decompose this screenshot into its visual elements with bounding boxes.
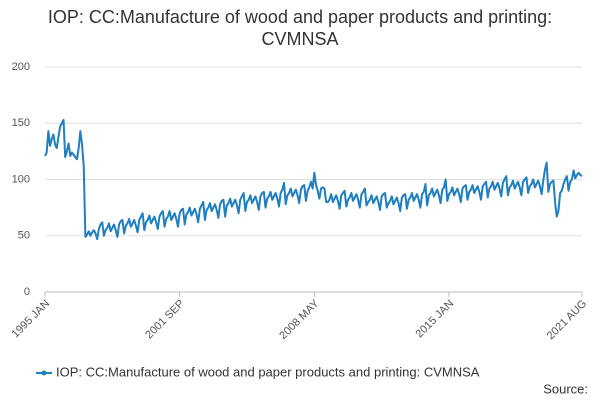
source: Source: (543, 381, 588, 396)
y-tick-label: 50 (18, 230, 30, 242)
y-tick-label: 200 (12, 61, 30, 73)
y-tick-label: 100 (12, 173, 30, 185)
legend-marker (41, 370, 47, 376)
y-tick-label: 150 (12, 117, 30, 129)
x-tick-label: 2015 JAN (414, 298, 457, 341)
x-tick-label: 1995 JAN (10, 298, 53, 341)
x-tick-label: 2021 AUG (545, 298, 589, 342)
data-line (44, 118, 583, 241)
chart-title: IOP: CC:Manufacture of wood and paper pr… (47, 7, 553, 49)
legend-text: IOP: CC:Manufacture of wood and paper pr… (56, 364, 480, 379)
y-tick-label: 0 (24, 286, 30, 298)
x-tick-label: 2001 SEP (143, 298, 187, 342)
x-tick-label: 2008 MAY (277, 297, 322, 342)
